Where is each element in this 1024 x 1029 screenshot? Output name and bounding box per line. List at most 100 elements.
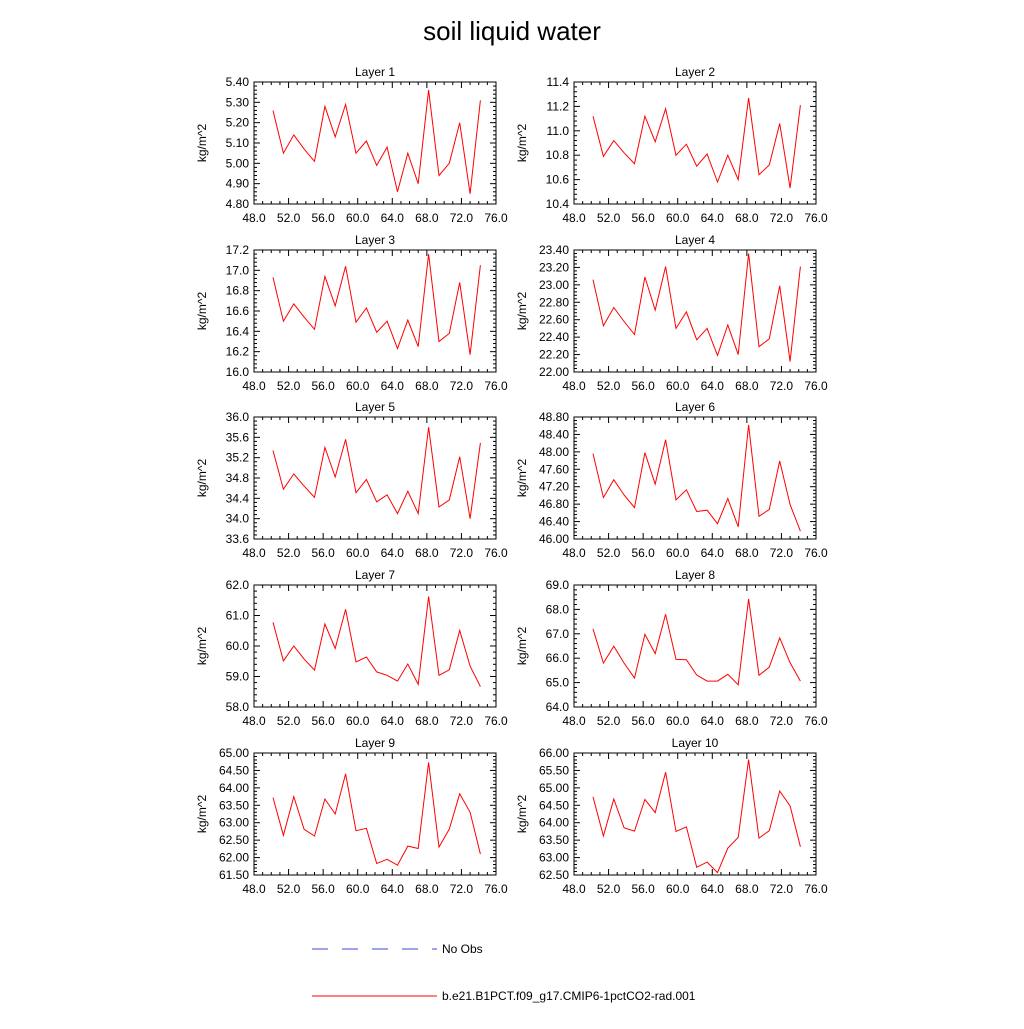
y-tick-label: 48.00 bbox=[539, 445, 569, 459]
panel-7: Layer 7 kg/m^2 48.0 52.0 56.0 60.0 64.0 68.0 72.… bbox=[195, 568, 508, 728]
x-tick-label: 48.0 bbox=[562, 714, 586, 728]
y-tick-label: 48.80 bbox=[539, 410, 569, 424]
series-line bbox=[592, 253, 801, 362]
x-tick-label: 60.0 bbox=[346, 546, 370, 560]
x-tick-label: 72.0 bbox=[770, 211, 794, 225]
panel-title: Layer 10 bbox=[672, 736, 719, 750]
y-tick-label: 4.90 bbox=[226, 177, 250, 191]
x-tick-label: 64.0 bbox=[381, 546, 405, 560]
y-tick-label: 16.8 bbox=[226, 284, 250, 298]
x-tick-label: 64.0 bbox=[701, 379, 725, 393]
y-tick-label: 23.40 bbox=[539, 243, 569, 257]
y-tick-label: 58.0 bbox=[226, 700, 250, 714]
y-tick-label: 10.6 bbox=[546, 173, 570, 187]
x-tick-label: 52.0 bbox=[597, 379, 621, 393]
x-tick-label: 64.0 bbox=[381, 714, 405, 728]
y-tick-label: 10.4 bbox=[546, 197, 570, 211]
series-line bbox=[592, 424, 801, 532]
x-tick-label: 76.0 bbox=[804, 882, 828, 896]
y-tick-label: 34.8 bbox=[226, 471, 250, 485]
x-tick-label: 76.0 bbox=[804, 211, 828, 225]
series-line bbox=[272, 90, 481, 194]
y-tick-label: 16.6 bbox=[226, 304, 250, 318]
legend-label: b.e21.B1PCT.f09_g17.CMIP6-1pctCO2-rad.00… bbox=[442, 989, 696, 1003]
y-tick-label: 65.00 bbox=[219, 746, 249, 760]
panel-5: Layer 5 kg/m^2 48.0 52.0 56.0 60.0 64.0 68.0 72.… bbox=[195, 400, 508, 560]
legend-item: No Obs bbox=[312, 942, 483, 956]
y-tick-label: 5.20 bbox=[226, 116, 250, 130]
x-tick-label: 76.0 bbox=[484, 211, 508, 225]
y-tick-label: 4.80 bbox=[226, 197, 250, 211]
panel-title: Layer 7 bbox=[355, 568, 395, 582]
x-tick-label: 60.0 bbox=[666, 882, 690, 896]
x-tick-label: 52.0 bbox=[277, 714, 301, 728]
y-tick-label: 47.20 bbox=[539, 480, 569, 494]
x-tick-label: 68.0 bbox=[415, 379, 439, 393]
x-tick-label: 68.0 bbox=[415, 714, 439, 728]
y-tick-label: 62.50 bbox=[539, 868, 569, 882]
panel-title: Layer 2 bbox=[675, 65, 715, 79]
x-tick-label: 48.0 bbox=[562, 211, 586, 225]
plot-frame bbox=[573, 416, 817, 540]
panels-container: Layer 1 kg/m^2 48.0 52.0 56.0 60.0 64.0 68.0 72.… bbox=[195, 65, 828, 896]
y-tick-label: 61.50 bbox=[219, 868, 249, 882]
x-tick-label: 60.0 bbox=[666, 714, 690, 728]
y-tick-label: 46.40 bbox=[539, 515, 569, 529]
x-tick-label: 48.0 bbox=[562, 546, 586, 560]
x-tick-label: 68.0 bbox=[735, 882, 759, 896]
x-tick-label: 48.0 bbox=[562, 379, 586, 393]
x-tick-label: 68.0 bbox=[735, 379, 759, 393]
x-tick-label: 60.0 bbox=[346, 211, 370, 225]
legend-item: b.e21.B1PCT.f09_g17.CMIP6-1pctCO2-rad.00… bbox=[312, 989, 696, 1003]
y-tick-label: 22.80 bbox=[539, 295, 569, 309]
y-tick-label: 61.0 bbox=[226, 609, 250, 623]
x-tick-label: 60.0 bbox=[666, 546, 690, 560]
y-axis-label: kg/m^2 bbox=[515, 627, 529, 666]
panel-title: Layer 8 bbox=[675, 568, 715, 582]
x-tick-label: 72.0 bbox=[450, 546, 474, 560]
chart-title: soil liquid water bbox=[423, 16, 601, 46]
y-tick-label: 34.4 bbox=[226, 491, 250, 505]
y-tick-label: 23.00 bbox=[539, 278, 569, 292]
panel-title: Layer 4 bbox=[675, 233, 715, 247]
panel-title: Layer 1 bbox=[355, 65, 395, 79]
y-tick-label: 66.0 bbox=[546, 651, 570, 665]
x-tick-label: 56.0 bbox=[631, 882, 655, 896]
panel-9: Layer 9 kg/m^2 48.0 52.0 56.0 60.0 64.0 68.0 72.… bbox=[195, 736, 508, 896]
y-axis-label: kg/m^2 bbox=[515, 292, 529, 331]
y-tick-label: 62.00 bbox=[219, 851, 249, 865]
x-tick-label: 76.0 bbox=[804, 379, 828, 393]
x-tick-label: 72.0 bbox=[450, 714, 474, 728]
x-tick-label: 76.0 bbox=[484, 714, 508, 728]
y-tick-label: 5.30 bbox=[226, 95, 250, 109]
x-tick-label: 48.0 bbox=[242, 211, 266, 225]
y-tick-label: 46.00 bbox=[539, 532, 569, 546]
x-tick-label: 68.0 bbox=[735, 211, 759, 225]
x-tick-label: 76.0 bbox=[804, 546, 828, 560]
y-axis-label: kg/m^2 bbox=[195, 292, 209, 331]
y-tick-label: 67.0 bbox=[546, 627, 570, 641]
y-tick-label: 36.0 bbox=[226, 410, 250, 424]
panel-4: Layer 4 kg/m^2 48.0 52.0 56.0 60.0 64.0 68.0 72.… bbox=[515, 233, 828, 393]
y-tick-label: 46.80 bbox=[539, 497, 569, 511]
y-tick-label: 59.0 bbox=[226, 670, 250, 684]
y-tick-label: 65.0 bbox=[546, 676, 570, 690]
plot-frame bbox=[253, 584, 497, 708]
x-tick-label: 64.0 bbox=[701, 546, 725, 560]
x-tick-label: 60.0 bbox=[346, 714, 370, 728]
x-tick-label: 72.0 bbox=[770, 546, 794, 560]
x-tick-label: 52.0 bbox=[597, 882, 621, 896]
y-tick-label: 64.50 bbox=[539, 798, 569, 812]
y-tick-label: 5.10 bbox=[226, 136, 250, 150]
x-tick-label: 60.0 bbox=[666, 211, 690, 225]
x-tick-label: 56.0 bbox=[311, 882, 335, 896]
x-tick-label: 76.0 bbox=[804, 714, 828, 728]
x-tick-label: 64.0 bbox=[381, 211, 405, 225]
x-tick-label: 68.0 bbox=[735, 546, 759, 560]
y-tick-label: 63.50 bbox=[539, 833, 569, 847]
y-tick-label: 65.50 bbox=[539, 763, 569, 777]
y-tick-label: 5.00 bbox=[226, 156, 250, 170]
y-tick-label: 16.0 bbox=[226, 365, 250, 379]
